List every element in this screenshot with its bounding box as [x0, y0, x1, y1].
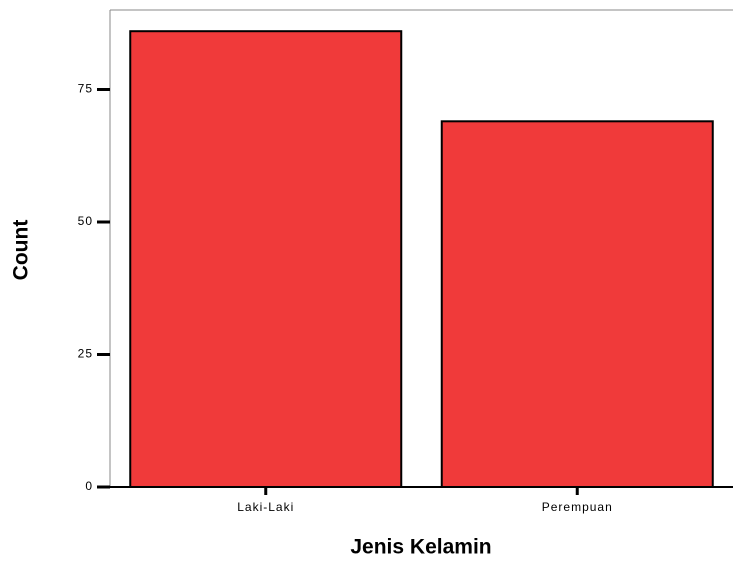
y-tick-label: 0	[85, 479, 93, 493]
y-tick-label: 25	[78, 347, 93, 361]
x-tick-label: Perempuan	[542, 500, 613, 514]
bar	[440, 120, 714, 489]
x-axis-title: Jenis Kelamin	[350, 536, 491, 559]
y-axis-title: Count	[10, 220, 33, 281]
x-tick-label: Laki-Laki	[237, 500, 294, 514]
bar	[129, 30, 403, 488]
y-tick-label: 50	[78, 214, 93, 228]
y-tick-label: 75	[78, 82, 93, 96]
